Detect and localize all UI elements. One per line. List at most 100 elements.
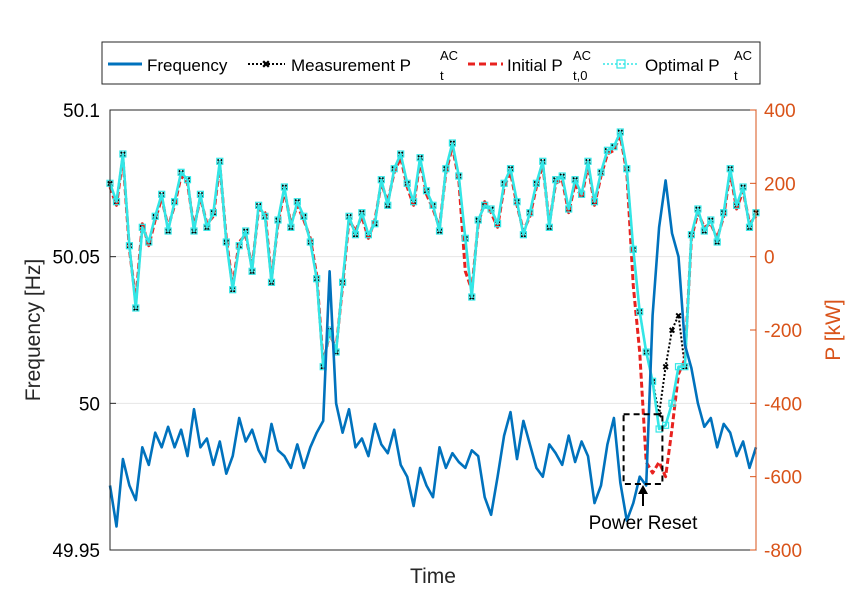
optimal-point <box>422 187 431 195</box>
measurement-point: ✖ <box>662 362 670 372</box>
optimal-point <box>222 238 230 246</box>
optimal-point <box>500 179 508 187</box>
optimal-point <box>132 304 140 312</box>
optimal-point <box>610 143 618 151</box>
optimal-point <box>481 201 489 209</box>
optimal-point <box>261 212 269 220</box>
optimal-point <box>513 198 521 206</box>
legend: Frequency ✖ Measurement P AC t Initial P… <box>101 41 761 85</box>
optimal-point <box>726 165 734 173</box>
optimal-point <box>687 231 696 239</box>
measurement-point: ✖ <box>668 326 676 336</box>
optimal-point <box>681 363 689 371</box>
optimal-point <box>345 212 353 220</box>
optimal-point <box>145 238 153 246</box>
series-optimal <box>108 130 758 431</box>
optimal-point <box>506 165 515 173</box>
optimal-point <box>313 275 321 283</box>
optimal-point <box>216 157 224 165</box>
legend-label-measurement: Measurement P <box>291 56 411 75</box>
left-axis: 49.95 50 50.05 50.1 <box>52 101 116 562</box>
optimal-point <box>384 201 392 209</box>
legend-marker-optimal <box>616 59 626 69</box>
optimal-point <box>590 198 599 206</box>
legend-sub-optimal: t <box>734 68 738 83</box>
legend-label-frequency: Frequency <box>147 56 228 75</box>
optimal-point <box>616 128 624 136</box>
optimal-point <box>565 205 573 213</box>
optimal-point <box>125 242 134 250</box>
optimal-point <box>429 201 437 209</box>
optimal-point <box>739 183 747 191</box>
optimal-point <box>603 146 612 154</box>
optimal-point <box>461 234 469 242</box>
measurement-point: ✖ <box>675 311 683 321</box>
optimal-point <box>248 267 256 275</box>
optimal-point <box>242 227 250 235</box>
legend-sub-measurement: t <box>440 68 444 83</box>
optimal-point <box>694 205 702 213</box>
optimal-point <box>358 209 366 217</box>
optimal-point <box>636 308 644 316</box>
optimal-point <box>267 278 276 286</box>
optimal-point <box>558 172 566 180</box>
optimal-point <box>274 216 282 224</box>
optimal-point <box>597 168 605 176</box>
optimal-point <box>390 165 398 173</box>
optimal-point <box>720 209 728 217</box>
optimal-point <box>351 231 360 239</box>
optimal-point <box>119 150 127 158</box>
optimal-point <box>532 179 541 187</box>
optimal-point <box>280 183 288 191</box>
optimal-point <box>183 176 192 184</box>
optimal-point <box>158 190 166 198</box>
optimal-point <box>526 209 534 217</box>
optimal-point <box>196 190 204 198</box>
left-tick-label: 50 <box>79 394 100 415</box>
legend-sub-initial: t,0 <box>573 68 587 83</box>
optimal-point <box>293 198 301 206</box>
optimal-point <box>442 165 450 173</box>
annotation-layer: Power Reset <box>589 413 698 534</box>
legend-marker-measurement: ✖ <box>261 59 270 71</box>
optimal-point <box>203 223 211 231</box>
optimal-point <box>713 238 721 246</box>
optimal-point <box>164 227 172 235</box>
optimal-point <box>468 293 476 301</box>
optimal-point <box>235 242 243 250</box>
optimal-point <box>545 223 553 231</box>
optimal-point <box>455 172 463 180</box>
legend-box <box>101 41 761 85</box>
optimal-point <box>377 176 385 184</box>
optimal-point <box>584 157 592 165</box>
optimal-point <box>339 278 347 286</box>
right-tick-label: 200 <box>764 174 796 195</box>
left-tick-label: 50.1 <box>63 101 100 122</box>
optimal-point <box>494 220 502 228</box>
power-reset-label: Power Reset <box>589 513 698 534</box>
optimal-point <box>300 212 308 220</box>
right-tick-label: -200 <box>764 321 802 342</box>
optimal-point <box>732 201 741 209</box>
optimal-point <box>700 227 708 235</box>
optimal-point <box>371 220 379 228</box>
legend-sup-measurement: AC <box>440 48 458 63</box>
optimal-point <box>519 231 528 239</box>
optimal-point <box>745 223 754 231</box>
optimal-point <box>410 198 418 206</box>
optimal-point <box>177 168 185 176</box>
optimal-point <box>552 176 560 184</box>
optimal-point <box>668 399 676 407</box>
optimal-point <box>435 227 444 235</box>
right-tick-label: 400 <box>764 101 796 122</box>
optimal-point <box>623 165 631 173</box>
legend-label-optimal: Optimal P <box>645 56 720 75</box>
right-tick-label: 0 <box>764 248 775 269</box>
left-tick-label: 49.95 <box>52 541 100 562</box>
right-tick-label: -400 <box>764 394 802 415</box>
optimal-point <box>190 227 198 235</box>
optimal-point <box>171 198 179 206</box>
right-tick-label: -800 <box>764 541 802 562</box>
legend-sup-initial: AC <box>573 48 591 63</box>
